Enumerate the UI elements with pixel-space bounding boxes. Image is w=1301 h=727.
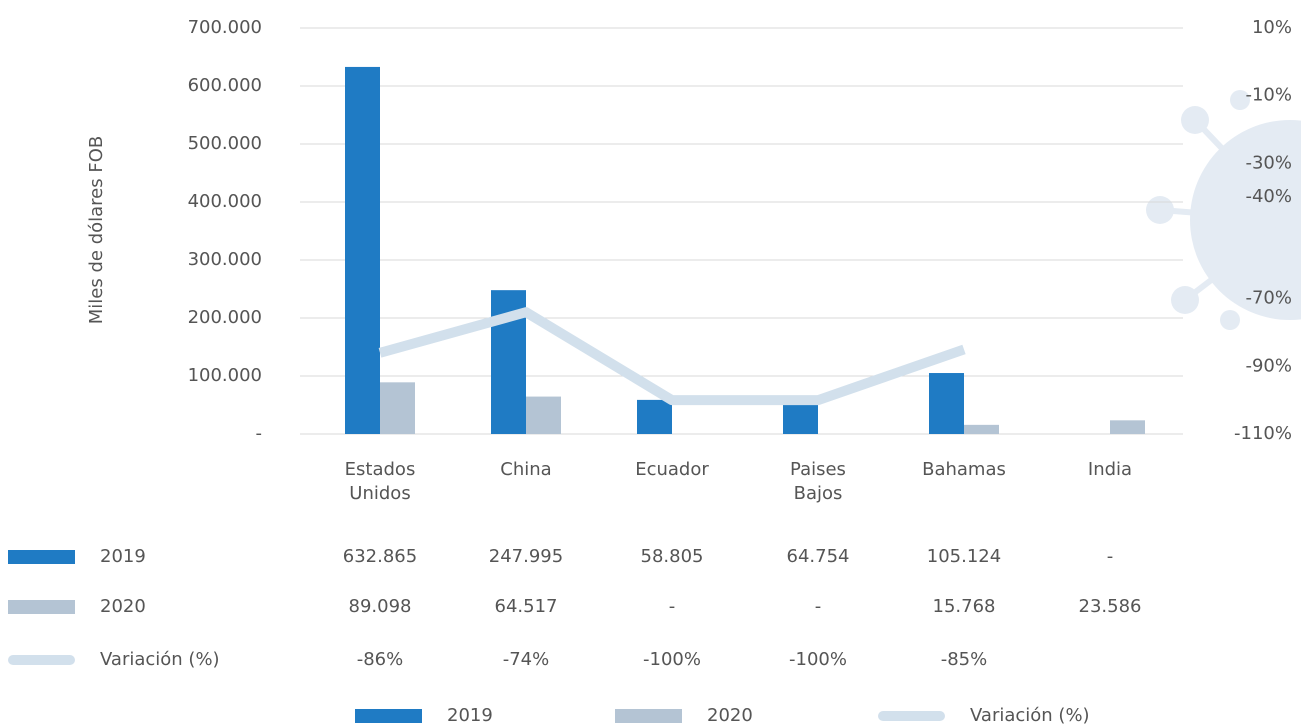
table-cell: -86%	[357, 649, 404, 670]
table-series-label: 2019	[100, 546, 146, 567]
legend-label: Variación (%)	[970, 705, 1090, 726]
x-tick-label: China	[500, 459, 552, 480]
legend-swatch	[355, 709, 422, 723]
y-tick-label: 400.000	[188, 191, 262, 212]
virus-decoration	[1146, 90, 1301, 330]
bar	[637, 399, 672, 434]
legend-label: 2019	[447, 705, 493, 726]
table-cell: 632.865	[343, 546, 417, 567]
legend-label: 2020	[707, 705, 753, 726]
line	[378, 307, 966, 406]
table-swatch	[8, 550, 75, 564]
table-cell: 58.805	[641, 546, 704, 567]
table-cell: -	[815, 596, 822, 617]
table-cell: 247.995	[489, 546, 563, 567]
bar	[345, 66, 380, 435]
x-tick-label: India	[1087, 459, 1133, 480]
bar	[1110, 420, 1145, 434]
table-cell: 89.098	[349, 596, 412, 617]
y2-tick-label: -70%	[1245, 288, 1292, 309]
y-axis-title: Miles de dólares FOB	[86, 136, 107, 324]
bar	[380, 382, 415, 434]
x-tick-label: Ecuador	[635, 459, 709, 480]
table-cell: -	[669, 596, 676, 617]
y-tick-label: -	[256, 423, 263, 444]
x-tick-label: Estados Unidos	[344, 459, 416, 504]
y-tick-label: 500.000	[188, 133, 262, 154]
table-cell: -100%	[643, 649, 701, 670]
table-cell: 64.517	[495, 596, 558, 617]
y-tick-label: 600.000	[188, 75, 262, 96]
table-cell: 64.754	[787, 546, 850, 567]
table-cell: -100%	[789, 649, 847, 670]
table-series-label: 2020	[100, 596, 146, 617]
x-tick-label: Paises Bajos	[790, 459, 846, 504]
bar	[526, 396, 561, 434]
table-cell: 23.586	[1079, 596, 1142, 617]
table-cell: -85%	[941, 649, 988, 670]
legend-swatch	[615, 709, 682, 723]
table-cell: -	[1107, 546, 1114, 567]
y2-tick-label: -30%	[1245, 152, 1292, 173]
bar	[964, 424, 999, 434]
x-tick-label: Bahamas	[922, 459, 1006, 480]
table-cell: 105.124	[927, 546, 1001, 567]
y2-tick-label: -90%	[1245, 355, 1292, 376]
y-tick-label: 200.000	[188, 307, 262, 328]
y2-tick-label: -10%	[1245, 85, 1292, 106]
y-tick-label: 100.000	[188, 365, 262, 386]
y-tick-label: 700.000	[188, 17, 262, 38]
y-tick-label: 300.000	[188, 249, 262, 270]
y2-tick-label: -110%	[1234, 423, 1292, 444]
table-series-label: Variación (%)	[100, 649, 220, 670]
table-swatch	[8, 600, 75, 614]
bar	[929, 373, 964, 434]
y2-tick-label: 10%	[1252, 17, 1292, 38]
y2-tick-label: -40%	[1245, 186, 1292, 207]
table-cell: -74%	[503, 649, 550, 670]
table-cell: 15.768	[933, 596, 996, 617]
